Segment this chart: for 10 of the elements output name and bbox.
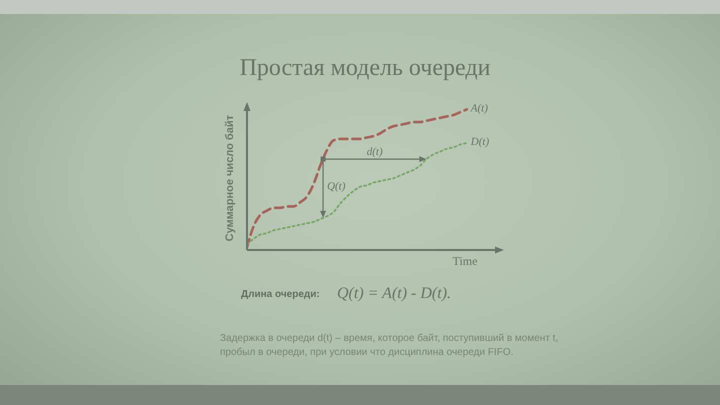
- chart-title: Простая модель очереди: [238, 54, 492, 82]
- series-label: D(t): [470, 136, 490, 148]
- x-axis-title: Time: [452, 254, 478, 269]
- text: Задержка в очереди d(t) – время, которое байт, поступивший в момент t, пробыл в очереди, при условии что дисциплина очереди FIFO.: [220, 332, 560, 360]
- text: Длина очереди:: [241, 289, 320, 300]
- annotation: d(t): [366, 146, 383, 158]
- annotation: Q(t): [327, 180, 346, 193]
- series-label: A(t): [470, 102, 488, 114]
- text: Q(t) = A(t) - D(t).: [337, 285, 452, 303]
- y-axis-title: Суммарное число байт: [224, 114, 236, 242]
